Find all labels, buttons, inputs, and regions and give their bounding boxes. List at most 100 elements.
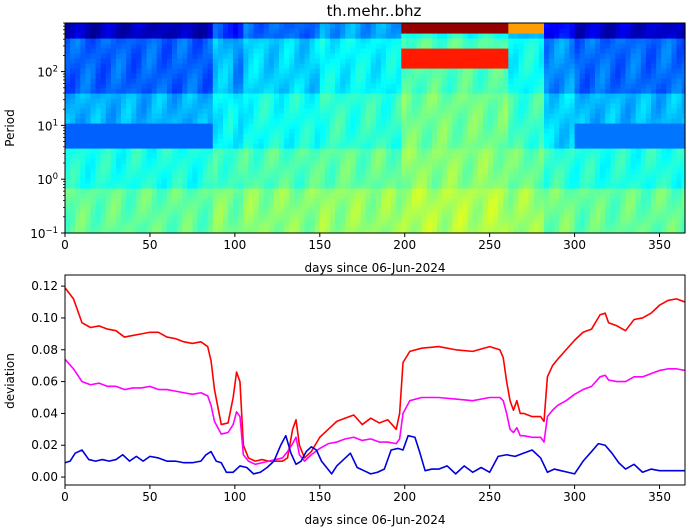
heatmap-cell: [533, 58, 540, 64]
heatmap-cell: [477, 123, 484, 129]
heatmap-cell: [579, 73, 586, 79]
heatmap-cell: [253, 148, 260, 154]
heatmap-cell: [411, 28, 418, 34]
heatmap-cell: [406, 203, 413, 209]
heatmap-cell: [273, 203, 280, 209]
heatmap-cell: [549, 163, 555, 169]
heatmap-cell: [289, 58, 295, 64]
heatmap-cell: [528, 128, 535, 134]
heatmap-cell: [340, 48, 346, 54]
heatmap-cell: [467, 38, 474, 44]
heatmap-cell: [263, 148, 270, 154]
heatmap-cell: [538, 223, 545, 229]
heatmap-cell: [477, 148, 484, 154]
heatmap-cell: [493, 228, 499, 234]
heatmap-cell: [95, 148, 102, 154]
heatmap-cell: [238, 173, 244, 179]
heatmap-cell: [411, 188, 418, 194]
heatmap-cell: [263, 33, 270, 39]
heatmap-cell: [136, 168, 143, 174]
heatmap-cell: [635, 128, 642, 134]
heatmap-cell: [146, 33, 153, 39]
heatmap-cell: [263, 198, 270, 204]
heatmap-cell: [161, 28, 168, 34]
heatmap-cell: [289, 23, 295, 29]
heatmap-cell: [396, 158, 402, 164]
heatmap-cell: [100, 33, 107, 39]
heatmap-cell: [472, 63, 479, 69]
heatmap-cell: [457, 223, 464, 229]
heatmap-cell: [177, 83, 183, 89]
heatmap-cell: [620, 163, 627, 169]
heatmap-cell: [477, 43, 484, 49]
heatmap-cell: [538, 228, 545, 234]
heatmap-cell: [600, 228, 606, 234]
heatmap-cell: [635, 23, 642, 29]
heatmap-cell: [289, 43, 295, 49]
heatmap-cell: [131, 223, 137, 229]
heatmap-cell: [284, 103, 290, 109]
heatmap-cell: [294, 163, 301, 169]
heatmap-cell: [340, 38, 346, 44]
heatmap-cell: [110, 48, 117, 54]
heatmap-cell: [513, 223, 520, 229]
heatmap-cell: [268, 78, 275, 84]
heatmap-cell: [574, 213, 581, 219]
heatmap-cell: [630, 143, 637, 149]
heatmap-cell: [75, 223, 81, 229]
heatmap-cell: [141, 33, 148, 39]
heatmap-cell: [121, 133, 127, 139]
heatmap-cell: [248, 183, 255, 189]
heatmap-cell: [600, 183, 606, 189]
heatmap-cell: [426, 178, 433, 184]
heatmap-cell: [487, 163, 494, 169]
heatmap-cell: [65, 213, 71, 219]
heatmap-cell: [319, 118, 326, 124]
heatmap-cell: [294, 103, 301, 109]
heatmap-cell: [375, 103, 382, 109]
heatmap-cell: [549, 118, 555, 124]
heatmap-cell: [666, 38, 673, 44]
heatmap-cell: [589, 203, 596, 209]
heatmap-cell: [187, 198, 193, 204]
heatmap-cell: [528, 208, 535, 214]
heatmap-cell: [640, 38, 647, 44]
heatmap-cell: [156, 73, 163, 79]
heatmap-cell: [258, 98, 265, 104]
heatmap-cell: [95, 43, 102, 49]
heatmap-cell: [462, 193, 469, 199]
heatmap-cell: [115, 133, 122, 139]
heatmap-cell: [121, 128, 127, 134]
heatmap-cell: [386, 153, 392, 159]
heatmap-cell: [482, 133, 489, 139]
heatmap-cell: [625, 143, 632, 149]
heatmap-cell: [656, 28, 662, 34]
heatmap-cell: [518, 118, 525, 124]
heatmap-cell: [85, 123, 92, 129]
heatmap-cell: [610, 213, 616, 219]
heatmap-cell: [375, 68, 382, 74]
heatmap-cell: [70, 33, 76, 39]
heatmap-cell: [452, 88, 458, 94]
heatmap-cell: [70, 198, 76, 204]
heatmap-cell: [386, 133, 392, 139]
heatmap-cell: [656, 83, 662, 89]
heatmap-cell: [431, 113, 438, 119]
heatmap-cell: [431, 218, 438, 224]
heatmap-cell: [503, 33, 509, 39]
heatmap-cell: [452, 178, 458, 184]
heatmap-cell: [375, 78, 382, 84]
heatmap-cell: [192, 78, 199, 84]
heatmap-cell: [309, 63, 316, 69]
heatmap-cell: [222, 23, 229, 29]
heatmap-cell: [625, 48, 632, 54]
heatmap-cell: [304, 193, 311, 199]
heatmap-cell: [406, 148, 413, 154]
heatmap-cell: [518, 23, 525, 29]
heatmap-cell: [600, 118, 606, 124]
heatmap-cell: [635, 98, 642, 104]
heatmap-cell: [100, 173, 107, 179]
heatmap-cell: [564, 153, 571, 159]
heatmap-cell: [467, 213, 474, 219]
heatmap-cell: [151, 48, 158, 54]
